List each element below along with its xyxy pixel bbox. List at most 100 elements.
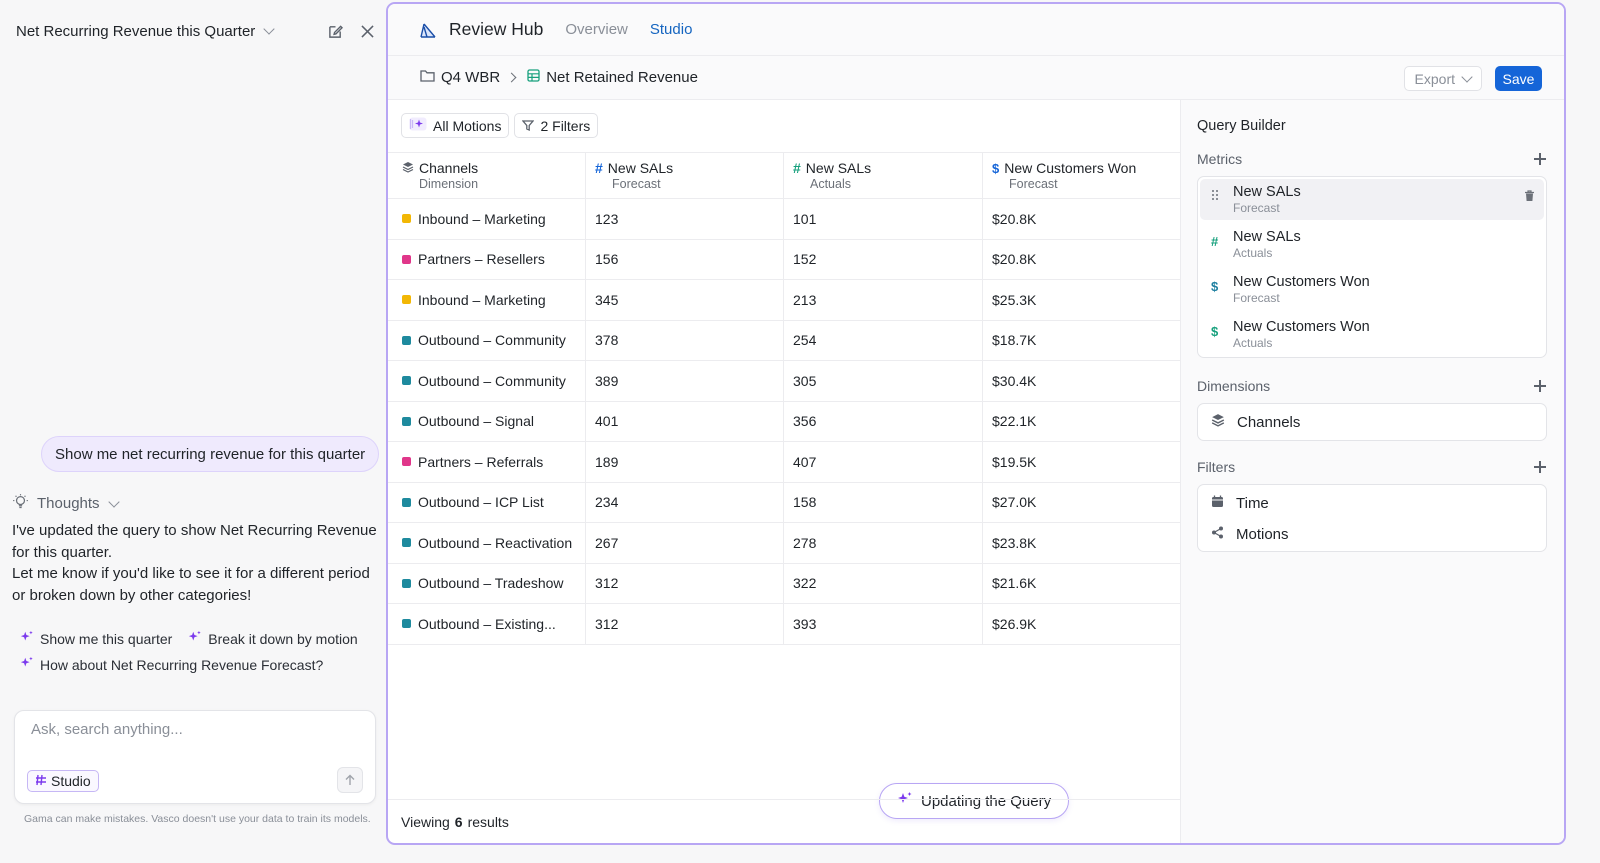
- customers-won-cell: $27.0K: [992, 494, 1037, 511]
- arrow-up-icon: [345, 774, 355, 785]
- table-row[interactable]: Outbound – ICP List 234 158 $27.0K: [388, 482, 1180, 523]
- dollar-icon: $: [1211, 324, 1219, 339]
- table-row[interactable]: Partners – Referrals 189 407 $19.5K: [388, 442, 1180, 483]
- top-bar: Review Hub Overview Studio: [388, 4, 1564, 56]
- viewing-prefix: Viewing: [401, 813, 450, 830]
- edit-icon[interactable]: [326, 22, 344, 40]
- export-button[interactable]: Export: [1403, 66, 1482, 91]
- thoughts-toggle[interactable]: Thoughts: [12, 493, 120, 514]
- table-row[interactable]: Outbound – Community 389 305 $30.4K: [388, 361, 1180, 402]
- metric-sub: Forecast: [1233, 201, 1280, 215]
- table-row[interactable]: Outbound – Existing... 312 393 $26.9K: [388, 604, 1180, 645]
- chat-input[interactable]: [31, 721, 351, 738]
- breadcrumb: Q4 WBR Net Retained Revenue Export Save: [388, 56, 1564, 100]
- filters-card: Time Motions: [1197, 484, 1547, 552]
- chevron-down-icon[interactable]: [263, 23, 275, 35]
- folder-icon: [420, 69, 435, 86]
- customers-won-cell: $25.3K: [992, 291, 1037, 308]
- channel-cell: Inbound – Marketing: [388, 280, 586, 320]
- metrics-card: New SALs Forecast # New SALs Actuals $ N…: [1197, 176, 1547, 358]
- customers-won-cell: $30.4K: [992, 372, 1037, 389]
- metric-sub: Forecast: [1233, 291, 1280, 305]
- all-motions-chip[interactable]: All Motions: [401, 113, 510, 138]
- table-row[interactable]: Outbound – Tradeshow 312 322 $21.6K: [388, 563, 1180, 604]
- filters-chip[interactable]: 2 Filters: [514, 113, 599, 138]
- metric-item[interactable]: $ New Customers Won Actuals: [1198, 312, 1546, 357]
- table-row[interactable]: Inbound – Marketing 123 101 $20.8K: [388, 199, 1180, 240]
- dimensions-card: Channels: [1197, 403, 1547, 441]
- app-title: Review Hub: [449, 19, 544, 39]
- channel-color-swatch: [402, 416, 411, 426]
- save-button[interactable]: Save: [1495, 66, 1542, 91]
- chat-header: Net Recurring Revenue this Quarter: [16, 18, 376, 44]
- breadcrumb-page[interactable]: Net Retained Revenue: [527, 69, 698, 86]
- suggestion-label: How about Net Recurring Revenue Forecast…: [40, 656, 324, 673]
- column-header-sals-actuals[interactable]: # New SALs Actuals: [784, 153, 983, 198]
- column-header-sub: Forecast: [612, 177, 661, 191]
- sparkle-icon: [20, 630, 34, 647]
- layers-icon: [402, 160, 414, 176]
- sparkle-icon: [20, 656, 34, 673]
- table-row[interactable]: Partners – Resellers 156 152 $20.8K: [388, 239, 1180, 280]
- studio-context-chip[interactable]: Studio: [27, 770, 99, 792]
- motions-sparkle-icon: [409, 117, 427, 134]
- sals-actuals-cell: 393: [784, 604, 983, 644]
- filter-item[interactable]: Time: [1198, 487, 1546, 519]
- results-panel: All Motions 2 Filters Channels Dimension: [388, 100, 1180, 843]
- suggestion-chip[interactable]: How about Net Recurring Revenue Forecast…: [20, 656, 323, 673]
- column-header-sals-forecast[interactable]: # New SALs Forecast: [586, 153, 784, 198]
- studio-chip-label: Studio: [51, 773, 91, 789]
- customers-won-cell: $22.1K: [992, 413, 1037, 430]
- add-filter-plus-icon[interactable]: [1534, 461, 1546, 473]
- suggestion-chip[interactable]: Break it down by motion: [188, 630, 358, 647]
- sals-forecast-cell: 312: [586, 563, 784, 603]
- sals-actuals-cell: 278: [784, 523, 983, 563]
- send-button[interactable]: [337, 767, 363, 793]
- channel-cell: Outbound – Signal: [388, 401, 586, 441]
- hash-icon: #: [595, 160, 603, 176]
- drag-handle-icon[interactable]: [1211, 189, 1219, 204]
- channel-color-swatch: [402, 538, 411, 548]
- sals-forecast-cell: 345: [586, 280, 784, 320]
- metric-name: New SALs: [1233, 184, 1301, 200]
- metrics-label: Metrics: [1197, 151, 1243, 167]
- column-header-label: New SALs: [805, 160, 872, 176]
- trash-icon[interactable]: [1524, 189, 1535, 207]
- dimensions-label: Dimensions: [1197, 378, 1271, 394]
- chat-title[interactable]: Net Recurring Revenue this Quarter: [16, 22, 256, 40]
- table-row[interactable]: Outbound – Reactivation 267 278 $23.8K: [388, 523, 1180, 564]
- updating-query-status: Updating the Query: [879, 783, 1070, 819]
- metric-sub: Actuals: [1233, 246, 1273, 260]
- breadcrumb-page-label: Net Retained Revenue: [546, 69, 698, 86]
- channel-cell: Outbound – Reactivation: [388, 523, 586, 563]
- filters-label: Filters: [1197, 459, 1236, 475]
- channel-cell: Outbound – ICP List: [388, 482, 586, 522]
- metric-item[interactable]: $ New Customers Won Forecast: [1198, 267, 1546, 312]
- column-header-customers-won[interactable]: $ New Customers Won Forecast: [983, 153, 1180, 198]
- column-header-sub: Forecast: [1009, 177, 1058, 191]
- suggestion-chip[interactable]: Show me this quarter: [20, 630, 172, 647]
- close-icon[interactable]: [358, 22, 376, 40]
- studio-frame: Review Hub Overview Studio Q4 WBR Net Re…: [386, 2, 1566, 845]
- table-row[interactable]: Inbound – Marketing 345 213 $25.3K: [388, 280, 1180, 321]
- add-metric-plus-icon[interactable]: [1534, 153, 1546, 165]
- sals-actuals-cell: 152: [784, 239, 983, 279]
- dollar-icon: $: [1211, 279, 1219, 294]
- add-dimension-plus-icon[interactable]: [1534, 380, 1546, 392]
- filter-item[interactable]: Motions: [1198, 519, 1546, 549]
- reply-line: I've updated the query to show Net Recur…: [12, 522, 377, 561]
- metric-item[interactable]: # New SALs Actuals: [1198, 222, 1546, 267]
- table-row[interactable]: Outbound – Community 378 254 $18.7K: [388, 320, 1180, 361]
- breadcrumb-folder[interactable]: Q4 WBR: [420, 69, 500, 86]
- metric-item[interactable]: New SALs Forecast: [1200, 179, 1544, 220]
- sparkle-icon: [897, 791, 913, 811]
- tab-studio[interactable]: Studio: [649, 21, 693, 38]
- tab-overview[interactable]: Overview: [565, 21, 628, 38]
- table-row[interactable]: Outbound – Signal 401 356 $22.1K: [388, 401, 1180, 442]
- dimension-item[interactable]: Channels: [1198, 404, 1546, 440]
- sals-forecast-cell: 123: [586, 199, 784, 239]
- column-header-channels[interactable]: Channels Dimension: [388, 153, 586, 198]
- chat-panel: Net Recurring Revenue this Quarter Show …: [0, 0, 392, 863]
- channel-name: Outbound – Existing...: [418, 615, 556, 632]
- sals-forecast-cell: 378: [586, 320, 784, 360]
